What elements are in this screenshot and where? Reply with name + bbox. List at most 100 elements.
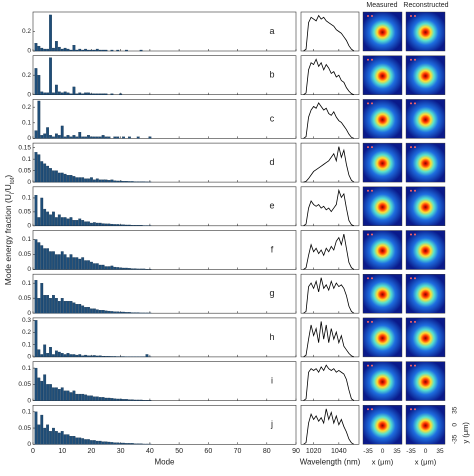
marker-dot: [410, 189, 412, 192]
y-tick-label: 0.1: [22, 409, 31, 416]
beam-image: [362, 361, 403, 401]
bar: [75, 437, 79, 445]
plot-frame: [32, 186, 297, 227]
marker-dot: [410, 364, 412, 367]
bar: [136, 225, 140, 226]
bar: [75, 257, 79, 270]
bar: [60, 387, 64, 401]
spectrum-line: [303, 277, 355, 314]
bar: [101, 49, 105, 52]
bar: [87, 135, 90, 139]
bar: [54, 84, 58, 95]
bar: [87, 395, 90, 401]
bar: [84, 178, 87, 183]
bar: [52, 354, 55, 358]
plot-frame: [32, 99, 297, 139]
bar: [69, 436, 73, 445]
bar: [63, 254, 67, 270]
bar: [113, 180, 117, 183]
bar: [95, 440, 99, 445]
label-sub: tot: [10, 177, 16, 184]
panel-label: c: [270, 113, 275, 123]
bar: [40, 283, 44, 314]
bar: [34, 411, 38, 445]
bar: [40, 380, 44, 401]
bar: [136, 136, 140, 139]
x-tick-label: 50: [175, 448, 183, 455]
bar: [49, 214, 52, 226]
marker-dot: [371, 146, 373, 149]
bar: [98, 310, 102, 314]
x-axis-label: Wavelength (nm): [300, 457, 361, 466]
bar: [78, 258, 82, 270]
image-tick-label: 35: [452, 406, 459, 414]
bar: [104, 310, 108, 314]
bar: [63, 173, 67, 183]
bar: [92, 263, 96, 270]
bar: [110, 93, 114, 95]
bar: [54, 387, 58, 401]
bar: [34, 320, 38, 358]
image-tick-label: 35: [436, 448, 444, 455]
bar: [75, 177, 79, 183]
image-tick-label: 0: [381, 448, 385, 455]
bar: [104, 356, 108, 358]
y-tick-label: 0.1: [22, 120, 31, 127]
bar: [125, 443, 128, 445]
bar: [119, 267, 123, 270]
bar: [107, 441, 111, 445]
plot-frame: [32, 273, 297, 314]
bar: [37, 242, 41, 270]
bar: [98, 355, 102, 358]
bar: [75, 49, 79, 52]
y-tick-label: 0: [27, 48, 31, 55]
bar: [40, 245, 44, 270]
bar: [37, 100, 41, 139]
plot-frame: [300, 361, 360, 401]
marker-dot: [367, 364, 369, 367]
marker-dot: [414, 58, 416, 61]
y-tick-label: 0.1: [22, 236, 31, 243]
marker-dot: [371, 233, 373, 236]
plot-frame: [300, 273, 360, 314]
bar: [142, 268, 146, 270]
bar: [122, 442, 125, 445]
bar: [98, 136, 102, 139]
bar: [81, 355, 85, 358]
beam-image: [405, 405, 446, 445]
marker-dot: [367, 102, 369, 105]
bar: [116, 398, 120, 401]
bar: [57, 135, 61, 139]
bar: [57, 351, 61, 358]
bar: [72, 302, 76, 314]
x-tick-label: 1040: [331, 448, 347, 455]
bar: [63, 47, 67, 52]
bar: [57, 389, 61, 401]
plot-frame: [300, 11, 360, 52]
bar: [125, 181, 128, 183]
bar: [52, 170, 55, 183]
y-tick-label: 0.1: [22, 156, 31, 163]
bar: [46, 353, 50, 358]
bar: [34, 130, 38, 139]
bar: [87, 439, 90, 445]
bar: [66, 218, 70, 226]
bar: [75, 393, 79, 401]
bar: [52, 251, 55, 270]
bar: [122, 311, 125, 314]
bar: [72, 176, 76, 183]
bar: [113, 442, 117, 445]
bar: [119, 311, 123, 314]
bar: [66, 48, 70, 52]
marker-dot: [367, 15, 369, 17]
bar: [136, 443, 140, 445]
panel-label: f: [271, 244, 274, 254]
bar: [136, 268, 140, 270]
y-tick-label: 0.05: [18, 209, 31, 216]
bar: [87, 260, 90, 270]
bar: [78, 48, 82, 52]
marker-dot: [371, 408, 373, 411]
plot-frame: [300, 317, 360, 358]
bar: [116, 442, 120, 445]
